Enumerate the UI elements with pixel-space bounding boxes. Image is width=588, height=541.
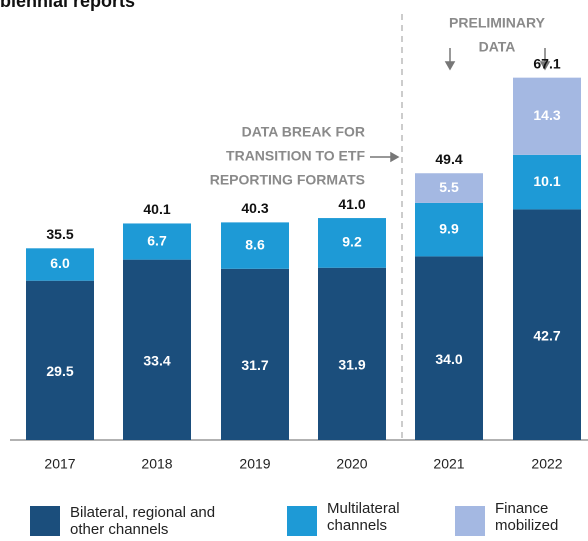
annotation: DATA BREAK FOR — [242, 124, 365, 140]
value-label: 9.9 — [439, 220, 459, 236]
annotation: PRELIMINARY — [449, 15, 546, 31]
total-label: 41.0 — [338, 196, 365, 212]
bar-segment — [123, 223, 191, 260]
legend-swatch — [455, 506, 485, 536]
value-label: 5.5 — [439, 179, 459, 195]
bar-segment — [26, 280, 94, 440]
value-label: 31.7 — [241, 357, 268, 373]
x-tick-label: 2019 — [239, 456, 270, 472]
bar-segment — [513, 209, 581, 440]
legend-label: Finance mobilized — [495, 500, 559, 534]
x-tick-label: 2017 — [44, 456, 75, 472]
legend-label: Multilateral channels — [327, 500, 400, 534]
annotation: DATA — [479, 39, 516, 55]
value-label: 8.6 — [245, 236, 265, 252]
value-label: 9.2 — [342, 234, 362, 250]
total-label: 49.4 — [435, 151, 462, 167]
value-label: 42.7 — [533, 327, 560, 343]
x-tick-label: 2020 — [336, 456, 367, 472]
total-label: 40.3 — [241, 200, 268, 216]
arrows — [370, 48, 551, 163]
bar-segment — [415, 256, 483, 440]
value-label: 34.0 — [435, 351, 462, 367]
x-tick-label: 2022 — [531, 456, 562, 472]
value-label: 31.9 — [338, 357, 365, 373]
total-label: 40.1 — [143, 201, 170, 217]
total-label: 35.5 — [46, 226, 73, 242]
bar-segment — [415, 202, 483, 257]
legend-label: Bilateral, regional and other channels — [70, 504, 216, 538]
bar-segment — [221, 268, 289, 440]
bar-segment — [123, 259, 191, 440]
value-label: 6.0 — [50, 255, 70, 271]
legend-swatch — [30, 506, 60, 536]
bar-segment — [318, 267, 386, 440]
bar-segment — [513, 77, 581, 155]
value-label: 14.3 — [533, 107, 560, 123]
bar-segment — [513, 154, 581, 210]
value-label: 29.5 — [46, 363, 73, 379]
x-tick-label: 2018 — [141, 456, 172, 472]
annotation: REPORTING FORMATS — [210, 172, 365, 188]
bar-segment — [415, 173, 483, 203]
bar-segment — [221, 222, 289, 269]
bar-segment — [26, 248, 94, 281]
annotation: TRANSITION TO ETF — [226, 148, 365, 164]
bar-segment — [318, 218, 386, 268]
chart-title: biennial reports — [0, 0, 135, 11]
value-label: 6.7 — [147, 232, 167, 248]
value-label: 10.1 — [533, 173, 560, 189]
total-label: 67.1 — [533, 55, 560, 71]
x-tick-label: 2021 — [433, 456, 464, 472]
legend-swatch — [287, 506, 317, 536]
value-label: 33.4 — [143, 353, 170, 369]
